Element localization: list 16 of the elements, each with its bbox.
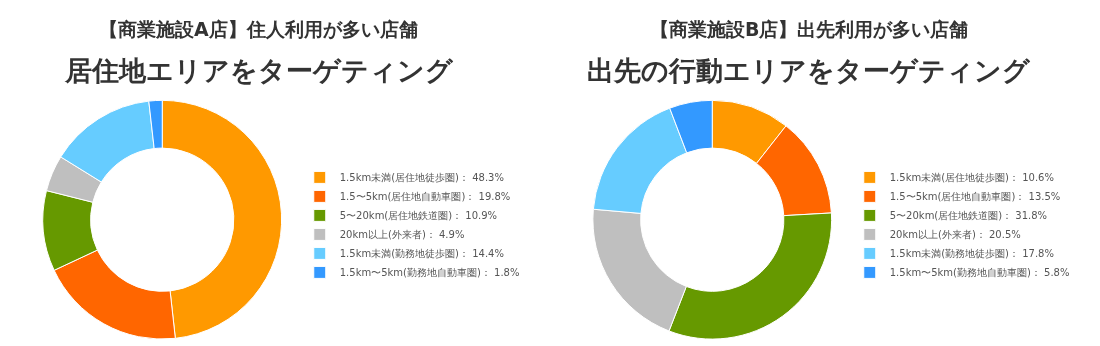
legend-label: 1.5km未満(居住地徒歩圏)： 48.3%: [339, 172, 504, 184]
legend-label: 1.5km〜5km(勤務地自動車圏)： 1.8%: [339, 267, 520, 279]
legend-label: 5〜20km(居住地鉄道圏)： 10.9%: [339, 210, 498, 222]
legend-label: 1.5〜5km(居住地自動車圏)： 19.8%: [339, 191, 511, 203]
chart-subtitle: 出先の行動エリアをターゲティング: [587, 55, 1031, 86]
legend-label: 20km以上(外来者)： 4.9%: [339, 229, 465, 241]
legend-label: 1.5km〜5km(勤務地自動車圏)： 5.8%: [889, 267, 1070, 279]
legend-label: 1.5km未満(居住地徒歩圏)： 10.6%: [889, 172, 1054, 184]
legend-label: 1.5〜5km(居住地自動車圏)： 13.5%: [889, 191, 1061, 203]
legend-label: 5〜20km(居住地鉄道圏)： 31.8%: [889, 210, 1048, 222]
chart-subtitle: 居住地エリアをターゲティング: [64, 55, 454, 86]
chart-title: 【商業施設A店】住人利用が多い店舗: [99, 18, 418, 40]
legend-label: 20km以上(外来者)： 20.5%: [889, 229, 1021, 241]
legend-label: 1.5km未満(勤務地徒歩圏)： 17.8%: [889, 248, 1054, 260]
chart-title: 【商業施設B店】出先利用が多い店舗: [650, 18, 969, 40]
legend-label: 1.5km未満(勤務地徒歩圏)： 14.4%: [339, 248, 504, 260]
